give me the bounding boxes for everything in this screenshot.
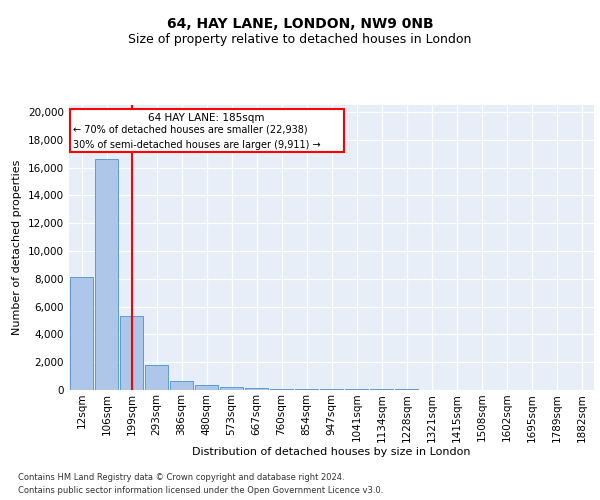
X-axis label: Distribution of detached houses by size in London: Distribution of detached houses by size …: [192, 447, 471, 457]
Text: 64, HAY LANE, LONDON, NW9 0NB: 64, HAY LANE, LONDON, NW9 0NB: [167, 18, 433, 32]
Bar: [245, 388, 268, 390]
Bar: [320, 389, 343, 390]
Bar: [270, 388, 293, 390]
Text: 64 HAY LANE: 185sqm: 64 HAY LANE: 185sqm: [149, 114, 265, 124]
Bar: [220, 387, 243, 390]
FancyBboxPatch shape: [70, 109, 344, 152]
Bar: [345, 389, 368, 390]
Text: Contains HM Land Registry data © Crown copyright and database right 2024.: Contains HM Land Registry data © Crown c…: [18, 472, 344, 482]
Bar: [70, 278, 93, 390]
Bar: [170, 381, 193, 390]
Text: Size of property relative to detached houses in London: Size of property relative to detached ho…: [128, 32, 472, 46]
Bar: [145, 365, 168, 390]
Bar: [95, 159, 118, 390]
Text: 30% of semi-detached houses are larger (9,911) →: 30% of semi-detached houses are larger (…: [73, 140, 321, 149]
Y-axis label: Number of detached properties: Number of detached properties: [13, 160, 22, 335]
Text: ← 70% of detached houses are smaller (22,938): ← 70% of detached houses are smaller (22…: [73, 125, 308, 135]
Bar: [295, 389, 318, 390]
Bar: [195, 385, 218, 390]
Bar: [120, 316, 143, 390]
Text: Contains public sector information licensed under the Open Government Licence v3: Contains public sector information licen…: [18, 486, 383, 495]
